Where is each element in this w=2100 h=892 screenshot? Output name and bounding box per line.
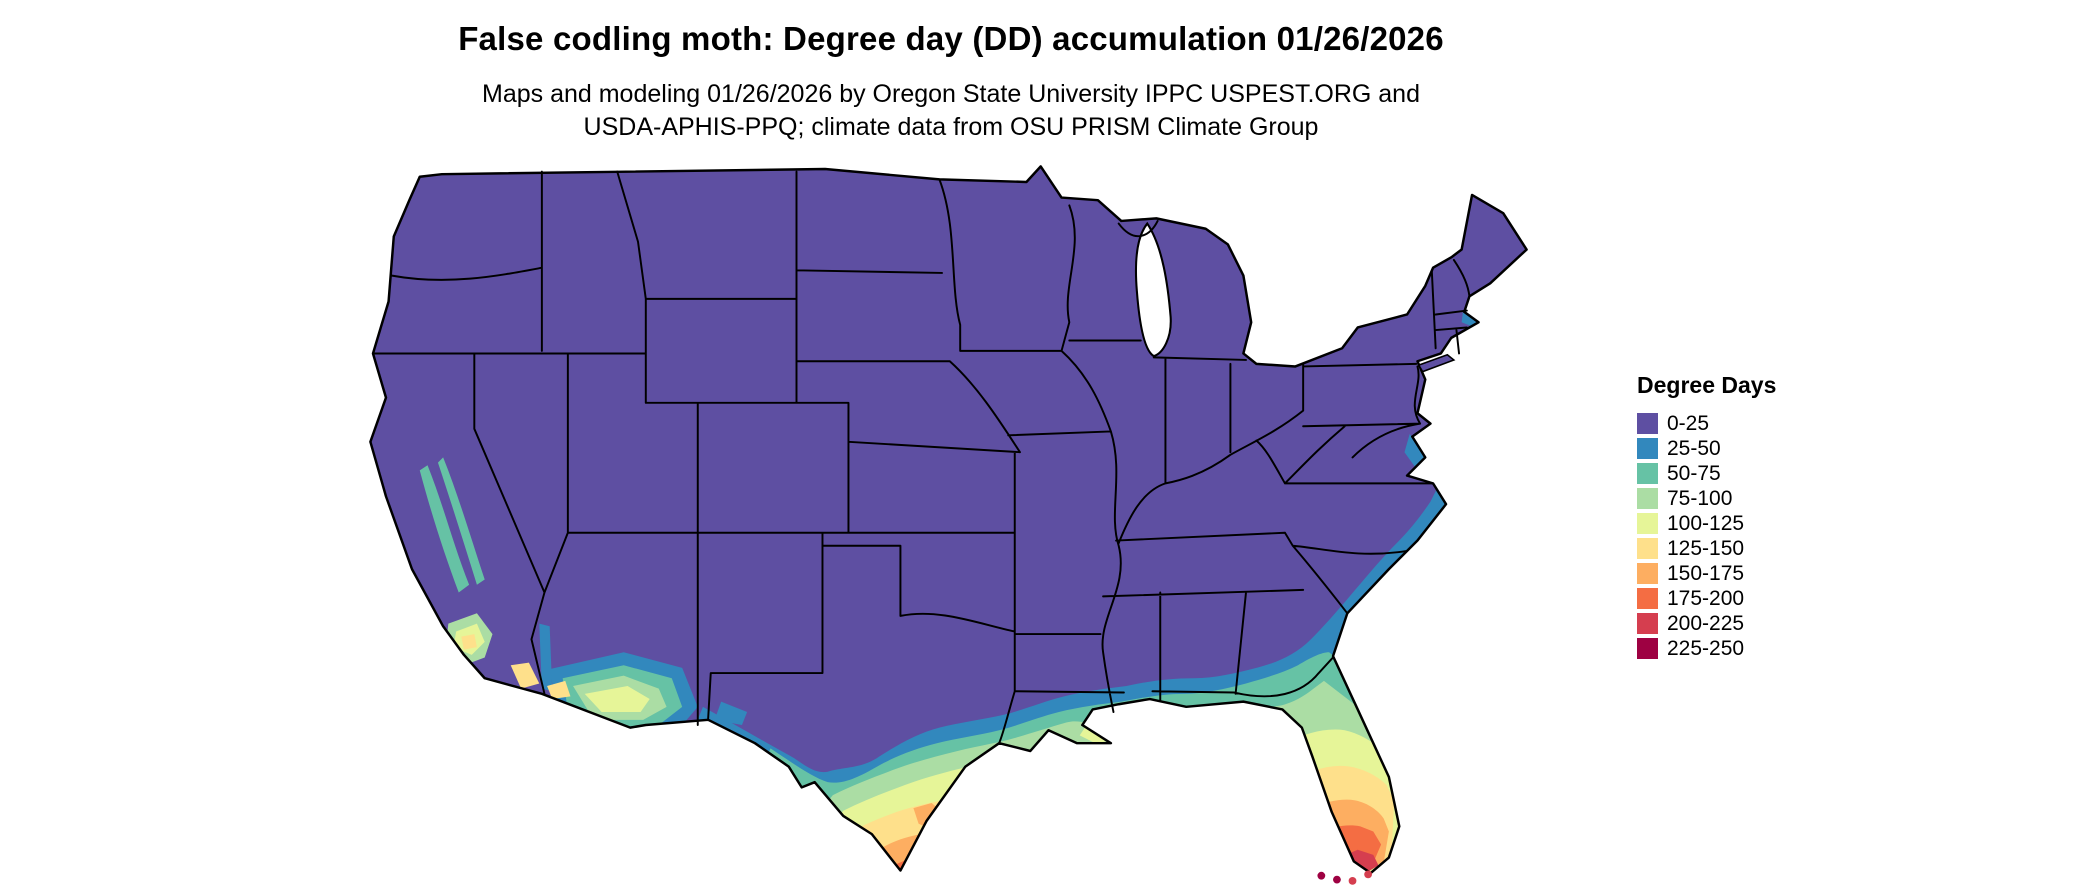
band-25-50-new-mexico-south xyxy=(714,701,748,726)
subtitle-line-2: USDA-APHIS-PPQ; climate data from OSU PR… xyxy=(583,113,1319,141)
legend-row: 0-25 xyxy=(1637,411,1776,436)
legend-swatch xyxy=(1637,588,1658,609)
us-outline xyxy=(369,165,1528,875)
legend: Degree Days 0-25 25-50 50-75 75-100 100-125 1… xyxy=(1637,372,1776,661)
florida-key-dot xyxy=(1364,870,1373,879)
legend-label: 200-225 xyxy=(1667,611,1745,635)
legend-items: 0-25 25-50 50-75 75-100 100-125 125-150 150-17… xyxy=(1637,411,1776,661)
legend-swatch xyxy=(1637,438,1658,459)
band-150-175 xyxy=(856,834,945,874)
legend-swatch xyxy=(1637,463,1658,484)
legend-row: 200-225 xyxy=(1637,611,1776,636)
us-degree-day-map xyxy=(369,165,1528,885)
state-borders xyxy=(372,170,1471,745)
legend-label: 0-25 xyxy=(1667,411,1710,435)
legend-label: 50-75 xyxy=(1667,461,1721,485)
legend-swatch xyxy=(1637,413,1658,434)
legend-label: 175-200 xyxy=(1667,586,1745,610)
legend-row: 150-175 xyxy=(1637,561,1776,586)
florida-key-dot xyxy=(1348,877,1357,885)
legend-row: 100-125 xyxy=(1637,511,1776,536)
band-25-50-colorado-river xyxy=(539,623,553,692)
legend-swatch xyxy=(1637,638,1658,659)
legend-row: 225-250 xyxy=(1637,636,1776,661)
legend-row: 175-200 xyxy=(1637,586,1776,611)
band-125-150-imperial xyxy=(510,662,540,689)
legend-swatch xyxy=(1637,488,1658,509)
long-island xyxy=(1417,353,1456,373)
legend-label: 75-100 xyxy=(1667,486,1733,510)
lake-michigan xyxy=(1134,221,1172,358)
legend-swatch xyxy=(1637,613,1658,634)
legend-row: 75-100 xyxy=(1637,486,1776,511)
legend-label: 100-125 xyxy=(1667,511,1745,535)
legend-label: 225-250 xyxy=(1667,636,1745,660)
band-50-75-sierra-foothills xyxy=(437,457,485,585)
band-125-150-yuma xyxy=(547,680,571,700)
legend-title: Degree Days xyxy=(1637,372,1777,398)
figure-title: False codling moth: Degree day (DD) accu… xyxy=(458,20,1444,57)
florida-key-dot xyxy=(1317,871,1326,880)
legend-label: 25-50 xyxy=(1667,436,1721,460)
band-100-125-arizona xyxy=(584,686,650,713)
florida-key-dot xyxy=(1333,875,1341,884)
florida-keys-dots xyxy=(1317,870,1373,885)
band-50-75-central-valley xyxy=(419,465,470,593)
legend-label: 150-175 xyxy=(1667,561,1745,585)
legend-swatch xyxy=(1637,563,1658,584)
legend-row: 25-50 xyxy=(1637,436,1776,461)
legend-swatch xyxy=(1637,538,1658,559)
legend-swatch xyxy=(1637,513,1658,534)
legend-label: 125-150 xyxy=(1667,536,1745,560)
subtitle-line-1: Maps and modeling 01/26/2026 by Oregon S… xyxy=(482,80,1420,108)
figure-subtitle: Maps and modeling 01/26/2026 by Oregon S… xyxy=(0,78,1902,144)
band-125-150-socal xyxy=(461,634,477,650)
legend-row: 125-150 xyxy=(1637,536,1776,561)
legend-row: 50-75 xyxy=(1637,461,1776,486)
